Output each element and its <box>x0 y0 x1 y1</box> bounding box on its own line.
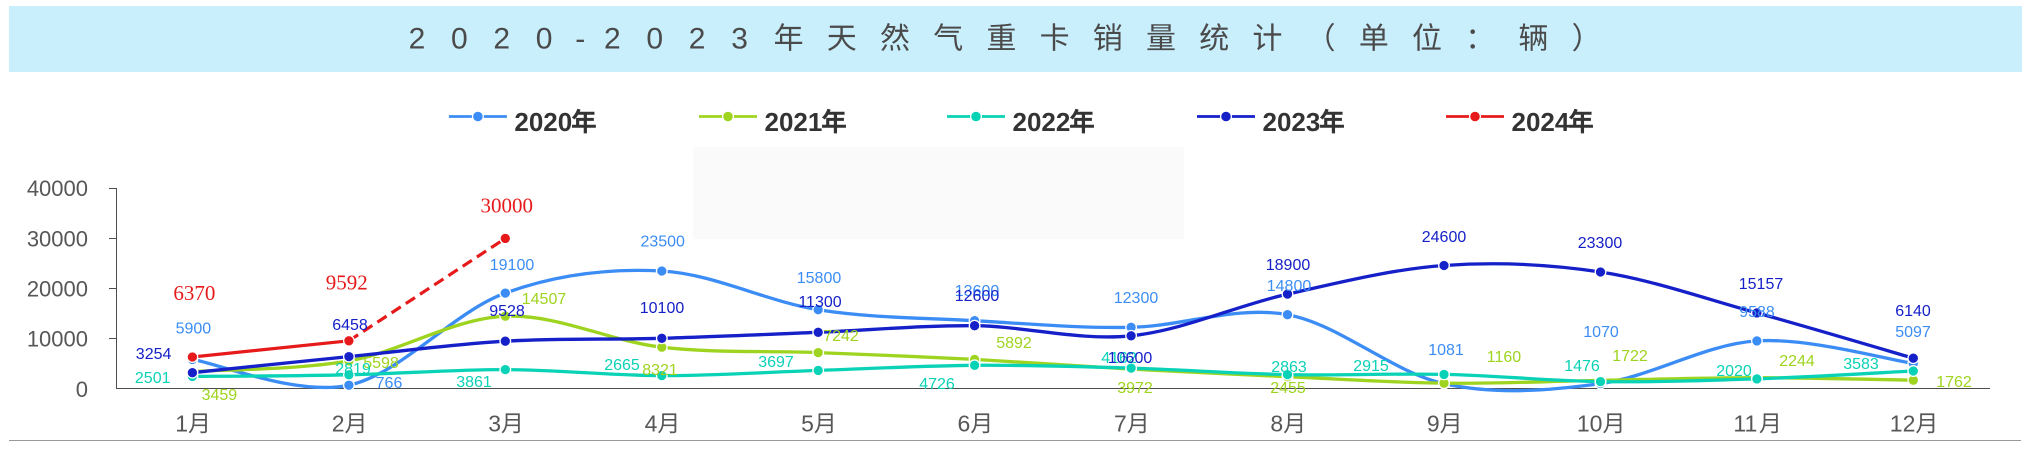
svg-text:-: - <box>575 23 585 56</box>
svg-text:1762: 1762 <box>1936 374 1972 391</box>
svg-text:2023: 2023 <box>1263 107 1321 137</box>
svg-text:2: 2 <box>332 411 345 437</box>
svg-text:0: 0 <box>451 23 468 56</box>
svg-text:20000: 20000 <box>27 277 88 302</box>
svg-text:2: 2 <box>493 23 510 56</box>
svg-text:2244: 2244 <box>1779 353 1815 370</box>
svg-text:3459: 3459 <box>202 387 238 404</box>
svg-text:10600: 10600 <box>1108 350 1153 367</box>
svg-text:8321: 8321 <box>642 362 678 379</box>
svg-text:10: 10 <box>1577 411 1603 437</box>
svg-text:11: 11 <box>1733 411 1757 437</box>
svg-text:1722: 1722 <box>1612 348 1648 365</box>
svg-text:9528: 9528 <box>489 303 525 320</box>
svg-text:0: 0 <box>536 23 553 56</box>
svg-text:3254: 3254 <box>136 346 172 363</box>
svg-text:15800: 15800 <box>797 270 842 287</box>
svg-text:0: 0 <box>646 23 663 56</box>
svg-text:3697: 3697 <box>758 354 794 371</box>
svg-text:2020: 2020 <box>514 107 572 137</box>
svg-text:6140: 6140 <box>1895 303 1931 320</box>
svg-text:12600: 12600 <box>955 288 1000 305</box>
svg-text:12300: 12300 <box>1114 290 1159 307</box>
svg-text:2020: 2020 <box>1716 363 1752 380</box>
svg-text:4162: 4162 <box>1101 350 1137 367</box>
svg-text:9592: 9592 <box>326 271 368 295</box>
svg-text:18900: 18900 <box>1266 257 1311 274</box>
svg-text:3: 3 <box>488 411 501 437</box>
svg-text:4: 4 <box>645 411 658 437</box>
svg-text:1476: 1476 <box>1564 358 1600 375</box>
svg-text:2024: 2024 <box>1512 107 1570 137</box>
svg-text:2819: 2819 <box>335 361 371 378</box>
svg-text:766: 766 <box>376 375 403 392</box>
svg-text:6370: 6370 <box>173 281 215 305</box>
svg-text:9588: 9588 <box>1739 304 1775 321</box>
svg-text:15157: 15157 <box>1739 276 1784 293</box>
svg-text:2022: 2022 <box>1013 107 1071 137</box>
svg-text:0: 0 <box>76 377 88 402</box>
svg-text:10000: 10000 <box>27 327 88 352</box>
svg-text:2863: 2863 <box>1271 359 1307 376</box>
svg-text:14507: 14507 <box>522 291 567 308</box>
svg-text:5097: 5097 <box>1895 324 1931 341</box>
svg-text:30000: 30000 <box>27 226 88 251</box>
svg-text:4726: 4726 <box>919 376 955 393</box>
svg-text:2: 2 <box>604 23 621 56</box>
svg-text:24600: 24600 <box>1422 229 1467 246</box>
svg-text:2915: 2915 <box>1353 358 1389 375</box>
svg-text:7: 7 <box>1114 411 1127 437</box>
svg-text:1081: 1081 <box>1428 342 1464 359</box>
svg-text:5598: 5598 <box>363 355 399 372</box>
svg-text:3583: 3583 <box>1843 356 1879 373</box>
svg-text:1: 1 <box>175 411 188 437</box>
svg-text:2665: 2665 <box>604 357 640 374</box>
svg-text:14800: 14800 <box>1267 278 1312 295</box>
svg-text:3: 3 <box>731 23 748 56</box>
svg-text:7242: 7242 <box>823 328 859 345</box>
svg-text:10100: 10100 <box>640 300 685 317</box>
svg-text:30000: 30000 <box>481 194 534 218</box>
svg-text:1070: 1070 <box>1583 324 1619 341</box>
svg-text:5900: 5900 <box>176 321 212 338</box>
svg-text:1160: 1160 <box>1487 349 1522 366</box>
svg-text:2: 2 <box>409 23 426 56</box>
svg-text:2455: 2455 <box>1270 380 1306 397</box>
svg-text:6458: 6458 <box>332 317 368 334</box>
svg-text:23500: 23500 <box>640 233 685 250</box>
svg-text:40000: 40000 <box>27 176 88 201</box>
svg-text:5: 5 <box>801 411 814 437</box>
svg-text:3972: 3972 <box>1117 380 1153 397</box>
svg-text:19100: 19100 <box>490 257 535 274</box>
svg-text:8: 8 <box>1270 411 1283 437</box>
svg-text:5892: 5892 <box>996 335 1032 352</box>
svg-text:13600: 13600 <box>955 283 1000 300</box>
svg-text:2501: 2501 <box>135 370 171 387</box>
svg-text:6: 6 <box>958 411 971 437</box>
svg-text:2: 2 <box>689 23 706 56</box>
svg-text:2021: 2021 <box>765 107 823 137</box>
svg-text:3861: 3861 <box>456 374 492 391</box>
svg-text:11300: 11300 <box>798 294 841 311</box>
svg-text:12: 12 <box>1890 411 1916 437</box>
svg-text:23300: 23300 <box>1578 235 1623 252</box>
svg-text:9: 9 <box>1427 411 1440 437</box>
